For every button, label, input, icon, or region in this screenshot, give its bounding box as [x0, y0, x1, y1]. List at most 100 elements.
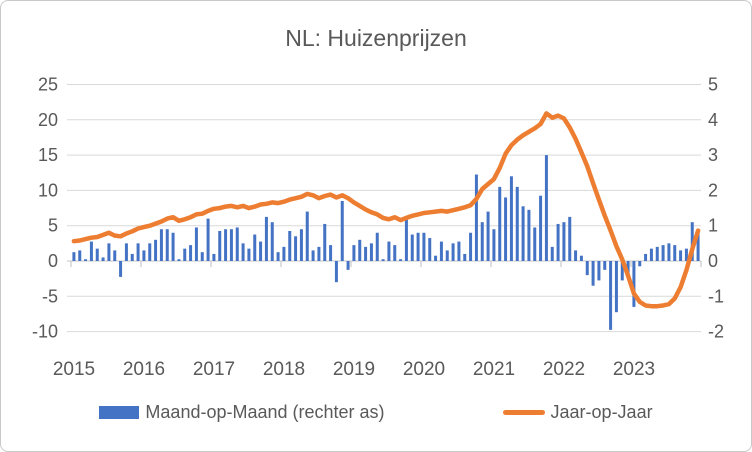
bar-maand-op-maand	[358, 239, 362, 261]
x-axis-label: 2015	[53, 359, 95, 380]
bar-maand-op-maand	[673, 245, 677, 261]
bar-maand-op-maand	[148, 243, 152, 261]
bar-maand-op-maand	[224, 229, 228, 261]
bar-maand-op-maand	[521, 206, 525, 261]
right-axis-label: 4	[708, 110, 718, 130]
bar-maand-op-maand	[632, 261, 636, 307]
left-axis-label: 15	[38, 145, 58, 165]
bar-maand-op-maand	[562, 222, 566, 261]
x-axis-label: 2021	[473, 359, 515, 380]
bar-maand-op-maand	[457, 241, 461, 261]
bar-maand-op-maand	[492, 229, 496, 261]
left-axis-label: 25	[38, 75, 58, 95]
bar-maand-op-maand	[655, 246, 659, 261]
left-axis-label: -10	[32, 322, 58, 342]
right-axis-label: 2	[708, 180, 718, 200]
bar-maand-op-maand	[276, 252, 280, 261]
bar-maand-op-maand	[597, 261, 601, 281]
bar-maand-op-maand	[381, 259, 385, 261]
bar-maand-op-maand	[527, 209, 531, 261]
bar-maand-op-maand	[515, 186, 519, 261]
bar-maand-op-maand	[667, 243, 671, 261]
right-axis-label: 5	[708, 75, 718, 95]
bar-maand-op-maand	[533, 227, 537, 261]
bar-maand-op-maand	[486, 211, 490, 261]
bar-maand-op-maand	[159, 229, 163, 261]
bar-maand-op-maand	[78, 250, 82, 261]
bar-maand-op-maand	[591, 261, 595, 286]
bar-maand-op-maand	[585, 261, 589, 276]
bar-maand-op-maand	[299, 229, 303, 261]
x-axis-label: 2016	[123, 359, 165, 380]
bar-maand-op-maand	[294, 236, 298, 261]
bar-maand-op-maand	[463, 253, 467, 261]
x-axis-label: 2022	[543, 359, 585, 380]
bar-maand-op-maand	[544, 155, 548, 261]
bar-maand-op-maand	[142, 250, 146, 261]
bar-maand-op-maand	[323, 223, 327, 261]
bar-maand-op-maand	[638, 261, 642, 267]
bar-maand-op-maand	[154, 239, 158, 261]
bar-maand-op-maand	[661, 245, 665, 261]
bar-maand-op-maand	[253, 234, 257, 261]
bar-maand-op-maand	[101, 257, 105, 261]
x-axis-label: 2020	[403, 359, 445, 380]
bar-maand-op-maand	[579, 255, 583, 261]
legend-item-maand-op-maand: Maand-op-Maand (rechter as)	[99, 402, 385, 423]
bar-maand-op-maand	[241, 243, 245, 261]
bar-maand-op-maand	[474, 174, 478, 261]
bar-maand-op-maand	[124, 243, 128, 261]
bar-maand-op-maand	[609, 261, 613, 330]
bar-maand-op-maand	[194, 227, 198, 261]
left-axis-label: 10	[38, 180, 58, 200]
bar-maand-op-maand	[89, 241, 93, 261]
chart-title: NL: Huizenprijzen	[285, 25, 467, 51]
left-axis-label: 5	[48, 216, 58, 236]
bar-maand-op-maand	[603, 261, 607, 270]
x-axis-label: 2019	[333, 359, 375, 380]
bar-maand-op-maand	[620, 261, 624, 281]
bar-maand-op-maand	[649, 248, 653, 261]
bar-maand-op-maand	[690, 222, 694, 261]
bar-maand-op-maand	[364, 246, 368, 261]
chart-legend: Maand-op-Maand (rechter as) Jaar-op-Jaar	[1, 402, 751, 423]
bar-maand-op-maand	[136, 243, 140, 261]
bar-maand-op-maand	[375, 232, 379, 261]
right-axis-label: 1	[708, 216, 718, 236]
bar-maand-op-maand	[340, 200, 344, 261]
bar-maand-op-maand	[568, 216, 572, 261]
bar-maand-op-maand	[539, 195, 543, 261]
x-axis-label: 2018	[263, 359, 305, 380]
bar-maand-op-maand	[270, 222, 274, 261]
bar-maand-op-maand	[451, 243, 455, 261]
bar-maand-op-maand	[404, 216, 408, 261]
bar-maand-op-maand	[84, 259, 88, 261]
x-axis-label: 2017	[193, 359, 235, 380]
bar-maand-op-maand	[422, 232, 426, 261]
bar-maand-op-maand	[206, 218, 210, 261]
bar-maand-op-maand	[346, 261, 350, 270]
right-axis-label: 3	[708, 145, 718, 165]
bar-maand-op-maand	[696, 229, 700, 261]
legend-bar-swatch-icon	[99, 406, 140, 419]
line-jaar-op-jaar	[71, 111, 701, 309]
legend-line-label: Jaar-op-Jaar	[550, 402, 653, 422]
bar-maand-op-maand	[229, 229, 233, 261]
bar-maand-op-maand	[509, 176, 513, 261]
bar-maand-op-maand	[556, 223, 560, 261]
bar-maand-op-maand	[72, 252, 76, 261]
bar-maand-op-maand	[469, 232, 473, 261]
right-axis-label: -2	[708, 322, 724, 342]
bar-maand-op-maand	[165, 229, 169, 261]
bar-maand-op-maand	[614, 261, 618, 313]
bar-maand-op-maand	[428, 238, 432, 261]
bar-maand-op-maand	[679, 250, 683, 261]
bar-maand-op-maand	[200, 252, 204, 261]
bar-maand-op-maand	[334, 261, 338, 283]
bar-maand-op-maand	[393, 245, 397, 261]
bar-maand-op-maand	[329, 245, 333, 261]
bar-maand-op-maand	[574, 250, 578, 261]
bar-maand-op-maand	[410, 234, 414, 261]
bar-maand-op-maand	[439, 241, 443, 261]
